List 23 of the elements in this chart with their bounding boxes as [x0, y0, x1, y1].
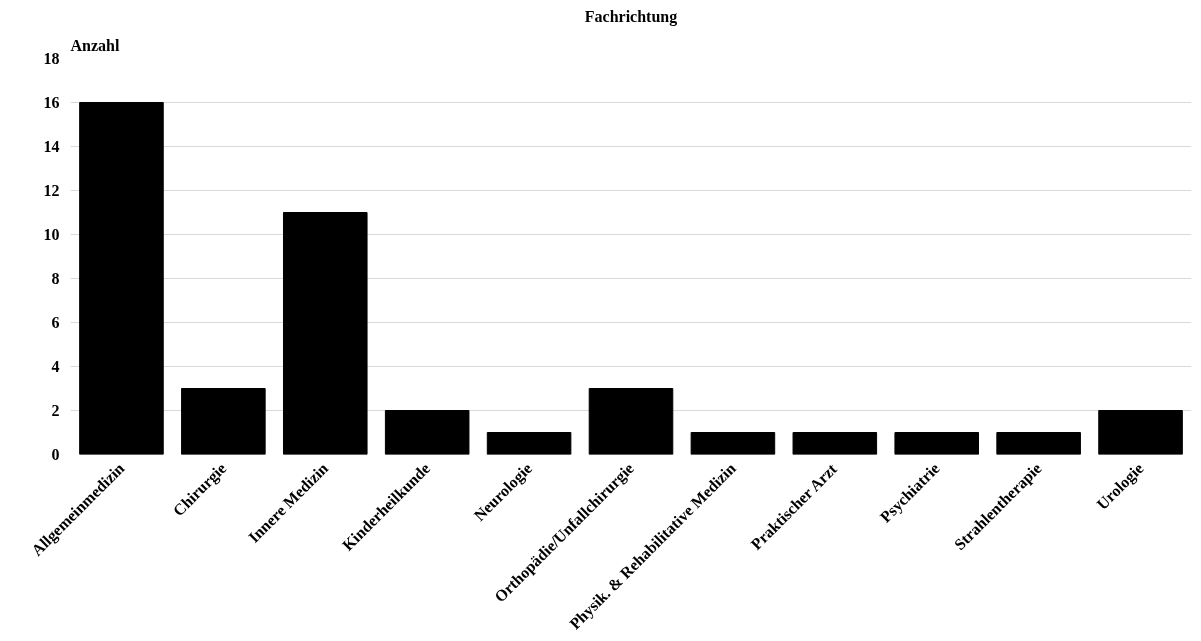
bar	[79, 102, 164, 455]
y-tick-label: 2	[51, 402, 60, 419]
y-axis-title: Anzahl	[70, 36, 120, 54]
y-tick-label: 0	[51, 446, 60, 463]
y-tick-label: 4	[51, 358, 60, 375]
y-tick-label: 14	[43, 138, 60, 155]
y-tick-label: 6	[51, 314, 60, 331]
bar	[996, 432, 1081, 455]
chart-title: Fachrichtung	[584, 7, 678, 26]
y-tick-label: 16	[43, 94, 60, 111]
y-tick-label: 10	[43, 226, 60, 243]
bar	[588, 388, 674, 455]
bar	[282, 212, 368, 455]
bar	[894, 432, 980, 455]
y-tick-label: 18	[43, 50, 60, 67]
bar	[1098, 410, 1183, 455]
bar	[792, 432, 878, 455]
bar	[690, 432, 776, 455]
bar	[486, 432, 572, 455]
y-tick-label: 8	[51, 270, 60, 287]
bar	[181, 388, 266, 455]
bar	[384, 410, 470, 455]
y-tick-label: 12	[43, 182, 60, 199]
